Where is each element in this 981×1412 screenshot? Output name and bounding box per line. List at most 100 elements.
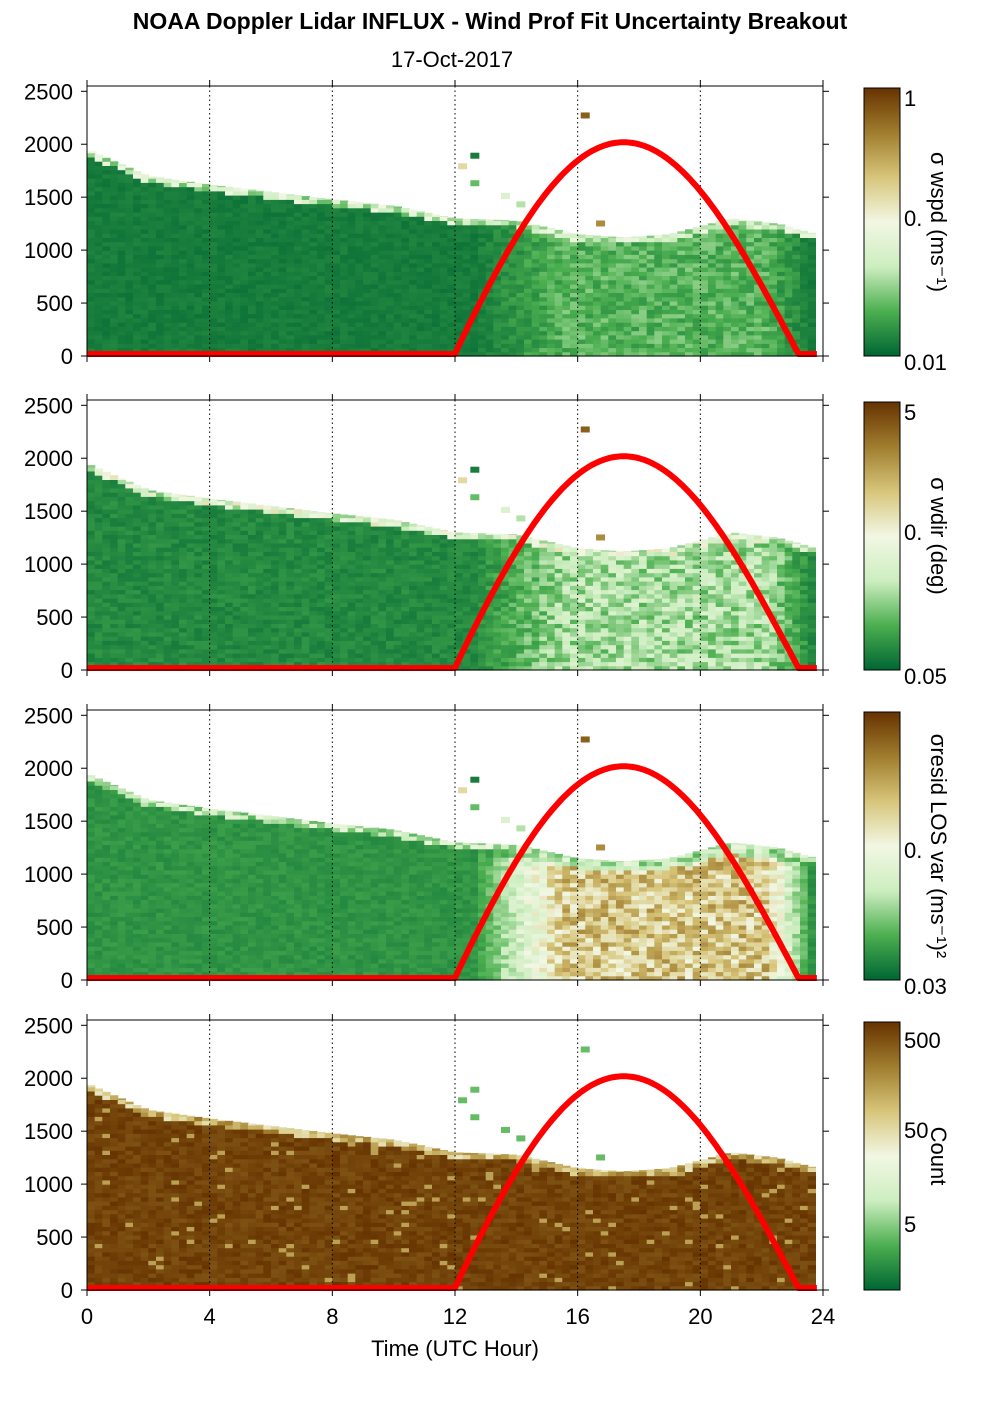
heatmap-cell (125, 483, 134, 489)
heatmap-cell (87, 572, 96, 578)
heatmap-cell (646, 267, 655, 272)
heatmap-cell (455, 326, 464, 332)
heatmap-cell (125, 271, 134, 277)
heatmap-cell (94, 156, 103, 162)
heatmap-cell (585, 317, 594, 323)
heatmap-cell (585, 258, 594, 264)
heatmap-cell (179, 182, 188, 188)
heatmap-cell (516, 250, 525, 255)
heatmap-cell (324, 254, 333, 260)
heatmap-cell (623, 262, 632, 268)
heatmap-cell (133, 487, 142, 493)
heatmap-cell (294, 245, 303, 251)
heatmap-cell (332, 275, 341, 281)
heatmap-cell (363, 267, 372, 272)
heatmap-cell (577, 300, 586, 306)
heatmap-cell (432, 250, 441, 255)
heatmap-cell (263, 245, 272, 251)
heatmap-cell (225, 317, 234, 323)
heatmap-cell (117, 178, 126, 183)
heatmap-cell (309, 661, 318, 667)
heatmap-cell (179, 275, 188, 281)
heatmap-cell (271, 627, 280, 633)
heatmap-cell (133, 309, 142, 315)
heatmap-cell (133, 322, 142, 327)
heatmap-cell (432, 216, 441, 221)
heatmap-cell (217, 521, 226, 527)
heatmap-cell (355, 220, 364, 226)
heatmap-cell (255, 330, 264, 336)
heatmap-cell (539, 275, 548, 281)
heatmap-cell (186, 551, 195, 557)
heatmap-cell (186, 542, 195, 548)
heatmap-cell (340, 343, 349, 349)
heatmap-cell (255, 509, 264, 514)
heatmap-cell (393, 284, 402, 289)
heatmap-cell (746, 224, 755, 230)
heatmap-cell (340, 640, 349, 646)
heatmap-cell (439, 220, 448, 226)
heatmap-cell (87, 173, 96, 179)
heatmap-cell (608, 347, 617, 353)
heatmap-cell (355, 241, 364, 247)
heatmap-cell (294, 517, 303, 523)
heatmap-cell (769, 313, 778, 319)
heatmap-cell (117, 296, 126, 302)
heatmap-cell (386, 237, 395, 243)
heatmap-cell (731, 279, 740, 285)
heatmap-cell (340, 309, 349, 315)
heatmap-cell (110, 517, 119, 523)
heatmap-cell (317, 339, 326, 344)
heatmap-cell (347, 330, 356, 336)
heatmap-cell (186, 258, 195, 264)
heatmap-cell (194, 530, 203, 535)
heatmap-cell (179, 267, 188, 272)
heatmap-cell (148, 212, 157, 217)
heatmap-cell (355, 212, 364, 217)
heatmap-cell (94, 614, 103, 620)
heatmap-cell (784, 271, 793, 277)
heatmap-cell (478, 262, 487, 268)
heatmap-cell (171, 241, 180, 247)
heatmap-cell (493, 322, 502, 327)
heatmap-cell (623, 241, 632, 247)
heatmap-cell (294, 530, 303, 535)
heatmap-cell (677, 296, 686, 302)
heatmap-cell (662, 326, 671, 332)
heatmap-cell (225, 581, 234, 586)
heatmap-cell (209, 233, 218, 238)
heatmap-cell (508, 220, 517, 221)
heatmap-cell (133, 644, 142, 650)
heatmap-cell (94, 220, 103, 226)
heatmap-cell (209, 653, 218, 658)
heatmap-cell (286, 606, 295, 612)
heatmap-cell (248, 220, 257, 226)
heatmap-cell (715, 267, 724, 272)
heatmap-cell (516, 347, 525, 353)
heatmap-cell (117, 237, 126, 243)
heatmap-cell (286, 284, 295, 289)
heatmap-cell (232, 509, 241, 514)
heatmap-cell (731, 305, 740, 310)
heatmap-cell (156, 233, 165, 238)
heatmap-cell (731, 284, 740, 289)
heatmap-cell (117, 492, 126, 497)
heatmap-cell (416, 309, 425, 315)
heatmap-cell (140, 509, 149, 514)
heatmap-cell (577, 343, 586, 349)
heatmap-cell (248, 542, 257, 548)
heatmap-cell (248, 614, 257, 620)
heatmap-cell (232, 317, 241, 323)
heatmap-cell (110, 186, 119, 192)
heatmap-cell (570, 309, 579, 315)
heatmap-cell (102, 657, 111, 663)
heatmap-cell (232, 551, 241, 557)
heatmap-cell (317, 288, 326, 293)
heatmap-cell (439, 262, 448, 268)
heatmap-cell (171, 547, 180, 552)
heatmap-cell (792, 339, 801, 344)
heatmap-cell (317, 245, 326, 251)
heatmap-cell (148, 534, 157, 540)
heatmap-cell (286, 271, 295, 277)
heatmap-cell (148, 343, 157, 349)
